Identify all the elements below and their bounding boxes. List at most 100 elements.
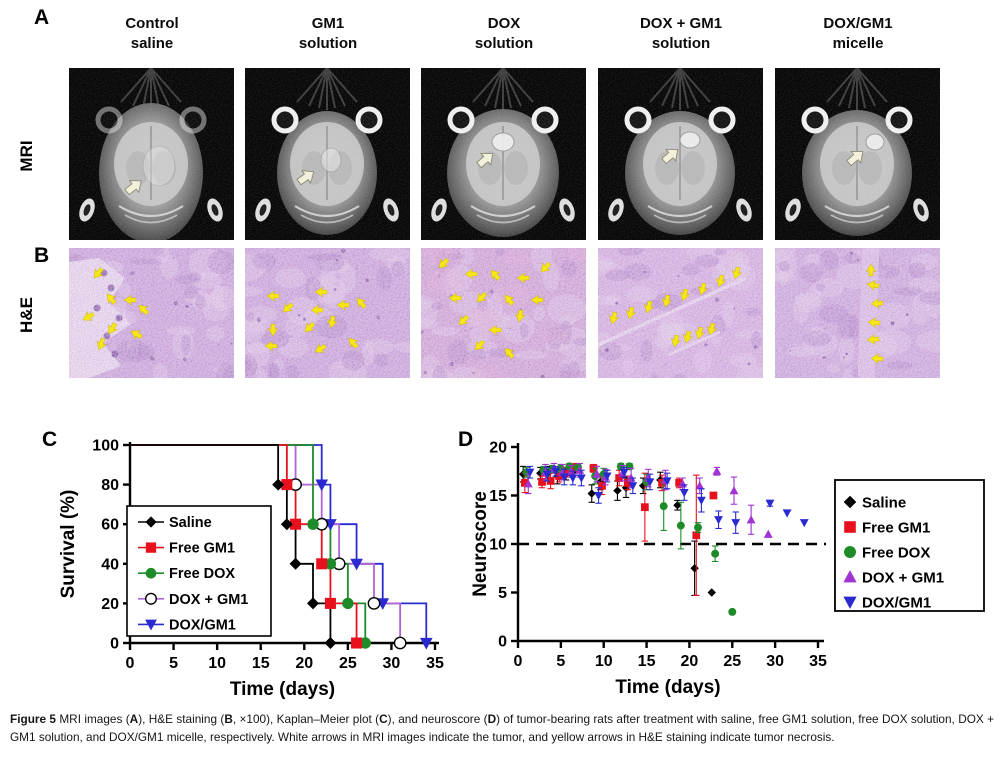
point-marker xyxy=(551,467,561,476)
panel-label-c: C xyxy=(42,428,58,451)
necrosis-arrows xyxy=(865,263,884,365)
column-header-dox-gm1-micelle: DOX/GM1 micelle xyxy=(775,14,941,54)
chart-text: 30 xyxy=(383,655,401,672)
point-marker xyxy=(659,502,668,511)
necrosis-arrow-icon xyxy=(314,286,328,298)
point-marker xyxy=(676,521,685,530)
caption-segment: A xyxy=(129,712,139,726)
necrosis-arrow-icon xyxy=(694,326,706,340)
chart-text: 0 xyxy=(498,634,507,651)
point-marker xyxy=(324,558,337,570)
legend-label: DOX/GM1 xyxy=(862,595,931,612)
point-marker xyxy=(559,473,569,482)
point-marker xyxy=(673,501,682,510)
point-marker xyxy=(711,549,720,558)
chart-text: 100 xyxy=(92,438,119,455)
necrosis-arrow-icon xyxy=(530,294,544,306)
legend-label: DOX + GM1 xyxy=(862,570,944,587)
column-header-control-saline: Control saline xyxy=(69,14,235,54)
neuroscore-chart: 0 5 10 15 20 25 30 35 0 5 10 15 20 Time (days) Neurosc… xyxy=(472,440,827,699)
point-marker xyxy=(619,468,629,477)
point-marker xyxy=(799,519,809,528)
necrosis-arrows xyxy=(82,267,150,351)
column-header-line2: micelle xyxy=(832,35,884,52)
neuroscore-legend: Saline Free GM1 Free DOX DOX + GM1 DOX/GM1 xyxy=(834,479,985,612)
necrosis-arrow-icon xyxy=(93,267,104,279)
necrosis-arrow-icon xyxy=(106,293,117,305)
point-marker xyxy=(289,557,302,570)
legend-label: Free DOX xyxy=(862,545,930,562)
row-label-he: H&E xyxy=(17,297,36,333)
point-marker xyxy=(555,472,564,480)
point-marker xyxy=(324,597,336,609)
point-marker xyxy=(525,468,535,477)
point-marker xyxy=(546,477,555,485)
necrosis-arrow-icon xyxy=(867,317,881,329)
chart-text: 0 xyxy=(110,636,119,653)
chart-text: 15 xyxy=(638,653,656,670)
necrosis-arrow-icon xyxy=(540,261,552,273)
necrosis-arrow-icon xyxy=(643,300,655,314)
necrosis-arrow-icon xyxy=(608,311,620,325)
series-DOX/GM1 xyxy=(525,465,809,534)
point-marker xyxy=(679,489,689,498)
point-marker xyxy=(623,479,632,487)
point-marker xyxy=(592,469,602,478)
point-marker xyxy=(844,546,856,558)
necrosis-arrow-icon xyxy=(304,321,316,333)
legend-label: Free DOX xyxy=(169,566,235,582)
x-axis-label: Time (days) xyxy=(230,679,335,700)
legend-label: Free GM1 xyxy=(862,520,930,537)
point-marker xyxy=(695,481,705,490)
point-marker xyxy=(709,491,718,500)
column-header-line1: GM1 xyxy=(311,15,345,32)
necrosis-arrow-icon xyxy=(356,297,367,309)
necrosis-arrow-icon xyxy=(264,340,278,352)
column-header-line2: saline xyxy=(130,35,174,52)
point-marker xyxy=(316,558,328,570)
chart-text: 80 xyxy=(101,477,119,494)
necrosis-arrow-icon xyxy=(123,294,137,306)
legend-label: DOX/GM1 xyxy=(169,617,236,633)
necrosis-arrow-icon xyxy=(438,257,450,269)
y-axis-label: Neuroscore xyxy=(472,491,491,597)
necrosis-arrow-icon xyxy=(267,323,279,337)
chart-text: 20 xyxy=(681,653,699,670)
point-marker xyxy=(307,597,319,610)
point-marker xyxy=(615,474,624,482)
necrosis-arrow-icon xyxy=(474,339,486,351)
necrosis-arrow-icon xyxy=(266,290,280,302)
chart-text: 15 xyxy=(252,655,270,672)
row-label-mri: MRI xyxy=(17,140,36,172)
chart-text: 10 xyxy=(208,655,226,672)
chart-text: 35 xyxy=(809,653,827,670)
x-axis-label: Time (days) xyxy=(615,677,720,698)
point-marker xyxy=(696,496,706,505)
necrosis-arrow-icon xyxy=(670,334,682,348)
point-marker xyxy=(272,478,285,491)
necrosis-arrow-icon xyxy=(706,322,718,336)
point-marker xyxy=(731,519,741,528)
necrosis-arrow-icon xyxy=(327,315,338,329)
necrosis-arrows xyxy=(264,286,367,353)
caption-segment: ), H&E staining ( xyxy=(138,712,225,726)
point-marker xyxy=(675,479,684,487)
necrosis-arrow-icon xyxy=(866,333,880,345)
he-image-dox-solution xyxy=(421,248,586,378)
mri-image-gm1-solution xyxy=(245,68,410,240)
point-marker xyxy=(568,474,578,483)
panel-label-b: B xyxy=(34,244,50,267)
caption-segment: ) of tumor-bearing rats after treatment … xyxy=(10,712,995,744)
chart-text: 40 xyxy=(101,556,119,573)
necrosis-arrow-icon xyxy=(476,291,488,303)
necrosis-arrow-icon xyxy=(108,322,119,335)
point-marker xyxy=(538,478,546,486)
chart-text: 5 xyxy=(556,653,565,670)
necrosis-arrow-icon xyxy=(82,310,95,321)
point-marker xyxy=(563,468,572,477)
necrosis-arrow-icon xyxy=(870,297,884,309)
point-marker xyxy=(393,636,407,650)
survival-legend: Saline Free GM1 Free DOX DOX + GM1 DOX/GM1 xyxy=(126,505,272,637)
chart-text: 20 xyxy=(101,596,119,613)
